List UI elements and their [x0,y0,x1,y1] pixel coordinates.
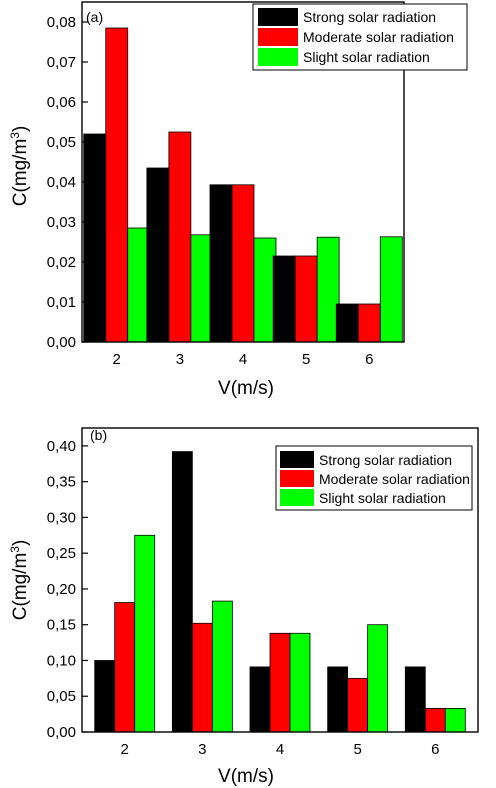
plot-frame-b [81,427,479,733]
bar-strong-b [249,666,271,733]
bar-moderate-a [105,27,129,343]
bar-strong-a [209,184,233,343]
x-tick-label-a: 2 [113,351,121,368]
bar-moderate-b [191,622,213,733]
y-tick-label-b: 0,15 [47,617,76,634]
y-axis-label-a: C(mg/m3) [8,126,31,207]
legend-swatch-strong-b [280,451,314,468]
legend-label-strong-a: Strong solar radiation [303,9,436,25]
bar-moderate-b [347,677,369,733]
y-tick-label-a: 0,01 [47,294,76,311]
x-tick-label-b: 3 [198,741,206,758]
x-axis-label-b: V(m/s) [218,766,274,787]
y-tick-label-a: 0,04 [47,174,76,191]
y-axis-label-a-end: ) [10,126,31,132]
y-tick-label-a: 0,05 [47,134,76,151]
y-ticks-b: 0,00 0,05 0,10 0,15 0,20 0,25 0,30 0,35 0,40 [47,438,88,741]
bar-strong-b [327,666,349,733]
legend-swatch-moderate-b [280,470,314,487]
bar-moderate-a [294,255,318,343]
legend-b: Strong solar radiation Moderate solar ra… [275,445,473,511]
legend-label-slight-a: Slight solar radiation [303,49,430,65]
y-axis-label-b-end: ) [10,540,31,546]
x-axis-label-a: V(m/s) [218,378,274,399]
bar-moderate-b [269,632,291,733]
y-tick-label-a: 0,07 [47,54,76,71]
bar-strong-b [94,660,116,733]
y-ticks-a: 0,00 0,01 0,02 0,03 0,04 0,05 0,06 0,07 0,08 [47,14,88,351]
chart-panel-a: (a) V(m/s) C(mg/m3) 0,000,010,020,030,04… [8,1,468,399]
x-tick-label-a: 4 [239,351,247,368]
bar-slight-b [367,624,389,733]
bar-slight-a [190,234,214,343]
bar-strong-a [83,133,107,343]
legend-swatch-slight-a [258,48,298,66]
plot-frame-a [81,1,405,343]
bar-slight-b [444,707,466,733]
y-tick-label-b: 0,30 [47,509,76,526]
bar-slight-b [134,534,156,733]
legend-swatch-strong-a [258,8,298,26]
chart-panel-b: (b) V(m/s) C(mg/m3) 0,000,050,100,150,20… [8,427,479,787]
bar-strong-a [272,255,296,343]
bar-moderate-a [357,303,381,343]
x-tick-label-b: 4 [276,741,284,758]
x-tick-label-b: 6 [431,741,439,758]
y-tick-label-b: 0,20 [47,581,76,598]
bar-moderate-b [114,602,136,733]
bars-a [83,27,403,343]
bar-strong-a [146,167,170,343]
bar-slight-b [211,600,233,733]
y-axis-label-a-main: C(mg/m [10,139,31,207]
bar-strong-a [335,303,359,343]
y-axis-label-a-sup: 3 [8,132,22,139]
y-tick-label-b: 0,10 [47,652,76,669]
bars-b [94,451,466,733]
y-tick-label-b: 0,35 [47,474,76,491]
x-tick-label-b: 5 [353,741,361,758]
y-tick-label-b: 0,40 [47,438,76,455]
bar-strong-b [404,666,426,733]
bar-strong-b [171,451,193,733]
y-tick-label-b: 0,25 [47,545,76,562]
x-tick-label-a: 5 [302,351,310,368]
legend-swatch-moderate-a [258,28,298,46]
bar-slight-a [316,236,340,343]
bar-moderate-a [168,131,192,343]
legend-label-moderate-a: Moderate solar radiation [303,29,454,45]
y-tick-label-a: 0,03 [47,214,76,231]
legend-label-moderate-b: Moderate solar radiation [319,471,470,487]
y-axis-label-b-sup: 3 [8,546,22,553]
y-tick-label-a: 0,00 [47,334,76,351]
panel-label-a: (a) [86,9,103,25]
legend-label-strong-b: Strong solar radiation [319,452,452,468]
legend-a: Strong solar radiation Moderate solar ra… [252,3,468,71]
x-tick-label-a: 6 [365,351,373,368]
x-tick-label-b: 2 [121,741,129,758]
y-axis-label-b-main: C(mg/m [10,553,31,621]
bar-moderate-b [424,707,446,733]
legend-swatch-slight-b [280,489,314,506]
y-axis-label-b: C(mg/m3) [8,540,31,621]
y-tick-label-b: 0,05 [47,688,76,705]
bar-slight-a [379,236,403,343]
bar-slight-b [289,632,311,733]
bar-moderate-a [231,184,255,343]
bar-slight-a [253,237,277,343]
y-tick-label-b: 0,00 [47,724,76,741]
x-tick-label-a: 3 [176,351,184,368]
legend-label-slight-b: Slight solar radiation [319,490,446,506]
panel-label-b: (b) [90,427,107,443]
y-tick-label-a: 0,02 [47,254,76,271]
y-tick-label-a: 0,06 [47,94,76,111]
y-tick-label-a: 0,08 [47,14,76,31]
bar-slight-a [127,227,151,343]
